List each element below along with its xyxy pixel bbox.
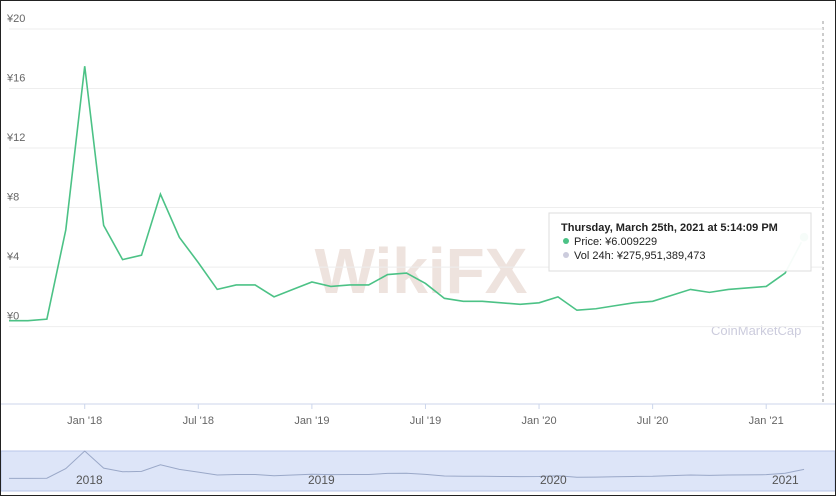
navigator-label: 2021	[772, 473, 799, 487]
x-tick-label: Jan '20	[521, 415, 556, 427]
navigator-line	[9, 450, 805, 479]
navigator-label: 2018	[76, 473, 103, 487]
tooltip: Thursday, March 25th, 2021 at 5:14:09 PM…	[548, 212, 812, 272]
x-tick-label: Jan '21	[749, 415, 784, 427]
x-tick-label: Jan '19	[294, 415, 329, 427]
x-tick-label: Jul '19	[410, 415, 441, 427]
watermark: WikiFX	[315, 235, 528, 307]
navigator-label: 2020	[540, 473, 567, 487]
watermark: CoinMarketCap	[711, 323, 801, 338]
tooltip-box	[548, 212, 812, 272]
price-line	[9, 66, 805, 322]
tooltip-title: Thursday, March 25th, 2021 at 5:14:09 PM	[561, 222, 778, 234]
navigator-label: 2019	[308, 473, 335, 487]
y-tick-label: ¥12	[6, 132, 25, 144]
y-tick-label: ¥16	[6, 73, 25, 85]
tooltip-dot	[563, 238, 569, 244]
navigator[interactable]	[1, 450, 835, 492]
tooltip-volume: Vol 24h: ¥275,951,389,473	[574, 250, 706, 262]
x-tick-label: Jul '18	[183, 415, 214, 427]
y-tick-label: ¥8	[6, 192, 19, 204]
tooltip-dot	[563, 252, 569, 258]
y-tick-label: ¥20	[6, 13, 25, 25]
y-tick-label: ¥0	[6, 311, 19, 323]
x-tick-label: Jan '18	[67, 415, 102, 427]
x-tick-label: Jul '20	[637, 415, 668, 427]
tooltip-price: Price: ¥6.009229	[574, 236, 657, 248]
y-tick-label: ¥4	[6, 251, 19, 263]
